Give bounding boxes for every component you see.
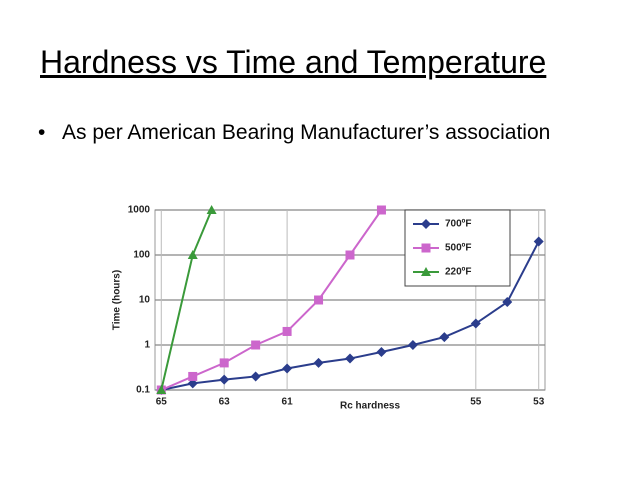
data-point <box>282 363 293 374</box>
y-tick-label: 1 <box>144 340 150 351</box>
data-point <box>345 353 355 364</box>
x-tick-label: 65 <box>156 397 168 408</box>
data-point <box>439 332 450 343</box>
legend-marker <box>421 219 431 229</box>
data-point <box>376 205 386 215</box>
x-tick-label: 63 <box>219 397 231 408</box>
slide-title: Hardness vs Time and Temperature <box>40 44 547 80</box>
x-tick-label: 53 <box>533 397 545 408</box>
data-point <box>251 340 261 350</box>
data-point <box>219 358 229 368</box>
y-axis-label: Time (hours) <box>112 270 123 330</box>
data-point <box>250 371 261 382</box>
bullet-dot: • <box>38 121 46 144</box>
legend-label: 220ºF <box>445 267 471 278</box>
x-tick-label: 55 <box>470 397 482 408</box>
data-point <box>219 374 230 385</box>
data-point <box>156 385 167 394</box>
x-axis-label: Rc hardness <box>340 401 400 412</box>
legend-label: 500ºF <box>445 243 471 254</box>
data-point <box>188 371 198 381</box>
y-tick-label: 100 <box>133 250 150 261</box>
legend-marker <box>421 267 431 276</box>
y-tick-label: 10 <box>139 295 151 306</box>
legend-label: 700ºF <box>445 219 471 230</box>
data-point <box>314 295 324 305</box>
data-point <box>187 250 198 259</box>
data-point <box>282 326 292 336</box>
series-line <box>160 209 383 391</box>
data-point <box>313 357 324 368</box>
data-point <box>470 318 481 329</box>
data-point <box>206 205 217 214</box>
data-point <box>376 346 387 357</box>
data-point <box>533 236 544 247</box>
bullet: • As per American Bearing Manufacturer’s … <box>38 118 582 148</box>
bullet-text: As per American Bearing Manufacturer’s a… <box>62 121 551 144</box>
x-tick-label: 61 <box>282 397 294 408</box>
data-point <box>502 297 513 308</box>
data-point <box>345 250 355 260</box>
y-tick-label: 0.1 <box>136 385 150 396</box>
legend-marker <box>421 243 431 253</box>
data-point <box>407 340 418 350</box>
y-tick-label: 1000 <box>128 205 151 216</box>
